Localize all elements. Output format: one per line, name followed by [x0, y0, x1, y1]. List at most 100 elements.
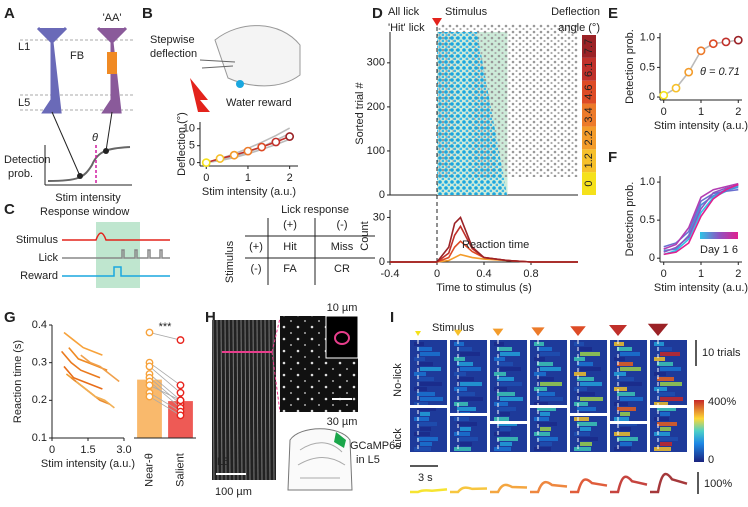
table-cell: Miss: [331, 241, 354, 253]
heatmap-row: [660, 382, 682, 386]
heatmap-row: [574, 447, 591, 451]
x-tick-label: 0: [203, 172, 209, 184]
x-tick-label: -0.4: [381, 268, 400, 280]
heatmap-row: [414, 342, 424, 346]
stimulus-marker: [432, 18, 442, 26]
x-tick-label: 2: [287, 172, 293, 184]
line-shape: [149, 366, 181, 394]
heatmap-row: [580, 397, 603, 401]
heatmap-row: [534, 342, 544, 346]
heatmap-row: [654, 432, 670, 436]
heatmap-row: [420, 367, 441, 371]
heatmap-row: [457, 377, 474, 381]
heatmap-row: [534, 387, 547, 391]
heatmap-split: [450, 413, 487, 416]
heatmap-row: [500, 442, 512, 446]
heatmap-row: [654, 387, 667, 391]
heatmap-row: [614, 432, 630, 436]
hit-lick-texture: [437, 32, 507, 195]
colorbar-label: Day 1: [700, 244, 729, 256]
x-tick-label: 0: [49, 444, 55, 456]
heatmap-row: [420, 382, 442, 386]
y-tick-label: 1.0: [640, 176, 655, 188]
heatmap-row: [534, 357, 545, 361]
heatmap-row: [580, 442, 592, 446]
angle-label: 6.1: [583, 62, 595, 77]
y-axis-label: Deflection (°): [176, 112, 188, 176]
pair-point: [145, 362, 154, 371]
heatmap-row: [497, 437, 518, 441]
pair-point: [176, 396, 185, 405]
marker: [696, 46, 706, 56]
heatmap-row: [460, 382, 482, 386]
heatmap-row: [660, 352, 680, 356]
scale-label: 3 s: [418, 472, 433, 484]
x-tick-label: 0.8: [523, 268, 538, 280]
colorbar-label: 0: [708, 454, 714, 466]
drop: [236, 80, 244, 88]
table-col: (-): [337, 219, 348, 231]
indicator-label: in L5: [356, 454, 380, 466]
day-colorbar: [700, 232, 738, 239]
x-tick-label: 0: [434, 268, 440, 280]
heatmap-row: [574, 357, 585, 361]
heatmap-row: [577, 362, 593, 366]
heatmap-row: [620, 367, 641, 371]
heatmap-row: [414, 387, 427, 391]
table-cell: (-): [251, 263, 262, 275]
heatmap-row: [654, 372, 666, 376]
heatmap-row: [654, 342, 664, 346]
reward-trace: [62, 266, 170, 277]
x-axis-label: Stim intensity (a.u.): [654, 120, 748, 132]
heatmap-row: [494, 387, 507, 391]
lick-trace: [62, 249, 170, 259]
heatmap-row: [494, 402, 508, 406]
panel-label: C: [4, 201, 15, 218]
mouse: [214, 25, 301, 87]
heatmap-row: [537, 347, 552, 351]
heatmap-row: [500, 397, 523, 401]
line-shape: [149, 392, 181, 412]
marker: [733, 35, 743, 45]
heatmap-split: [570, 413, 607, 416]
table-col: (+): [283, 219, 297, 231]
heatmap-row: [534, 432, 550, 436]
series-line: [63, 365, 103, 390]
heatmap-row: [494, 372, 506, 376]
heatmap-row: [460, 427, 471, 431]
heatmap-split: [650, 405, 687, 408]
heatmap-row: [657, 437, 678, 441]
line-shape: [271, 317, 281, 353]
heatmap-row: [500, 382, 522, 386]
heatmap-row: [460, 397, 483, 401]
heatmap-row: [497, 347, 512, 351]
y-tick-label: 10: [183, 123, 195, 135]
group-label: Lick: [392, 428, 404, 448]
angle-title: Deflection: [551, 6, 600, 18]
fb-label: FB: [70, 50, 84, 62]
heatmap-row: [494, 357, 505, 361]
x-axis-label: Stim intensity (a.u.): [654, 282, 748, 294]
heatmap-row: [454, 447, 471, 451]
angle-title: angle (°): [558, 22, 600, 34]
heatmap-row: [417, 437, 438, 441]
b-text: Water reward: [226, 97, 292, 109]
y-tick-label: 300: [367, 57, 385, 69]
table-cell: Hit: [283, 241, 296, 253]
heatmap-row: [497, 407, 516, 411]
heatmap-row: [574, 342, 584, 346]
marker: [684, 67, 694, 77]
heatmap-row: [454, 432, 470, 436]
series-line: [663, 184, 739, 253]
arrow: [190, 78, 210, 112]
trace: [490, 483, 528, 494]
heatmap-row: [657, 347, 672, 351]
heatmap-row: [537, 407, 556, 411]
heatmap-row: [617, 392, 635, 396]
y-tick-label: 0: [649, 91, 655, 103]
heatmap-row: [460, 352, 480, 356]
neuron: [36, 26, 68, 114]
heatmap-row: [454, 357, 465, 361]
scale-label: 30 µm: [327, 416, 358, 428]
heatmap-row: [580, 352, 600, 356]
